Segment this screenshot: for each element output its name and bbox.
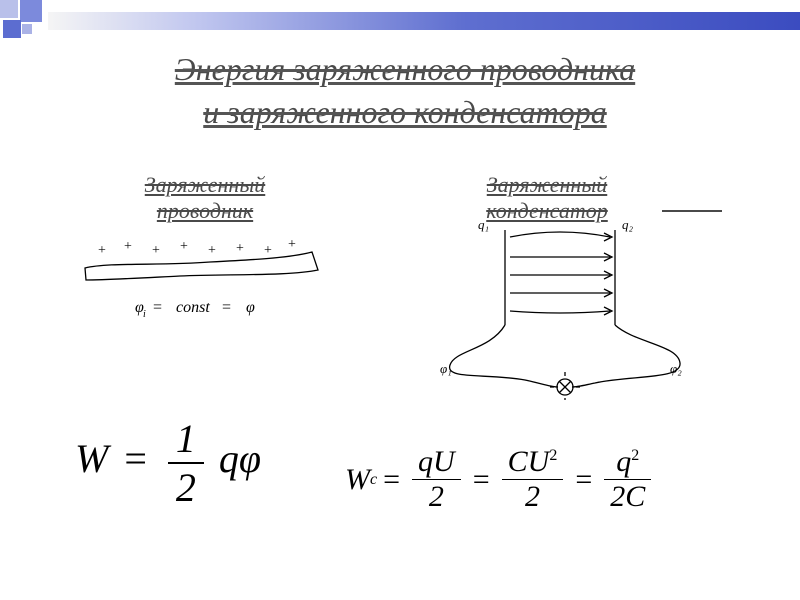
svg-text:φ: φ bbox=[246, 299, 255, 316]
svg-text:+: + bbox=[98, 243, 106, 258]
svg-text:=: = bbox=[222, 299, 231, 316]
q1-label: q₁ bbox=[478, 217, 489, 232]
svg-text:+: + bbox=[264, 243, 272, 258]
q2-label: q₂ bbox=[622, 217, 634, 232]
left-column-subtitle: Заряженный проводник bbox=[95, 172, 315, 224]
svg-text:=: = bbox=[153, 299, 162, 316]
svg-text:const: const bbox=[176, 299, 210, 316]
header-gradient-bar bbox=[48, 12, 800, 30]
rhs: qφ bbox=[219, 436, 261, 481]
svg-text:+: + bbox=[124, 240, 132, 254]
page-title: Энергия заряженного проводника и заряжен… bbox=[30, 48, 780, 134]
title-line1: Энергия заряженного проводника bbox=[175, 51, 635, 87]
svg-text:i: i bbox=[143, 309, 146, 320]
phi1-label: φ₁ bbox=[440, 361, 452, 376]
capacitor-diagram: q₁ q₂ φ₁ φ₂ bbox=[430, 215, 700, 400]
phi2-label: φ₂ bbox=[670, 361, 682, 376]
conductor-diagram: + + + + + + + + φ i = const = φ bbox=[80, 240, 340, 335]
svg-text:+: + bbox=[152, 243, 160, 258]
svg-text:+: + bbox=[208, 243, 216, 258]
title-line2: и заряженного конденсатора bbox=[203, 94, 606, 130]
lhs: W bbox=[75, 436, 108, 481]
svg-text:+: + bbox=[288, 240, 296, 252]
svg-text:+: + bbox=[236, 241, 244, 256]
capacitor-energy-formula: Wc = qU 2 = CU2 2 = q2 2C bbox=[345, 445, 657, 514]
conductor-energy-formula: W = 1 2 qφ bbox=[75, 415, 261, 511]
svg-text:+: + bbox=[180, 240, 188, 254]
